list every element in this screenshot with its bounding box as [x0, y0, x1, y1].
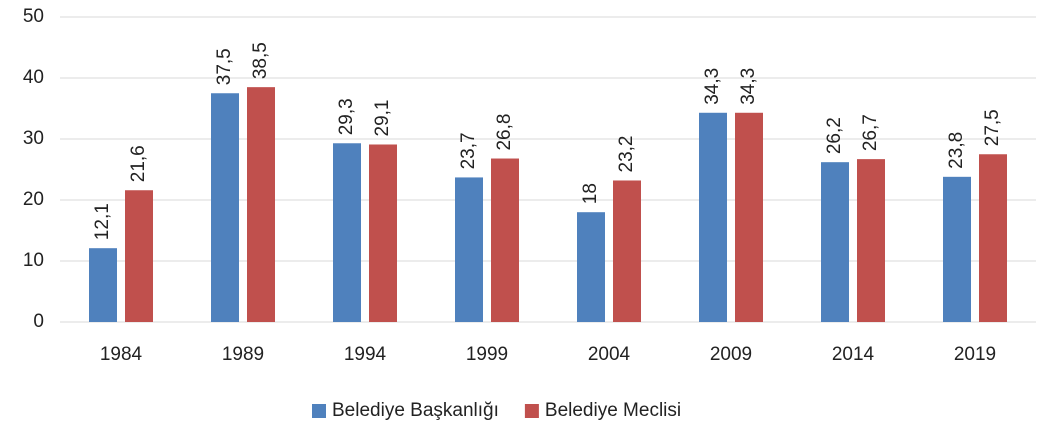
data-label: 21,6	[128, 145, 149, 182]
data-label: 23,7	[458, 132, 479, 169]
data-label: 34,3	[738, 68, 759, 105]
y-tick-label: 40	[23, 67, 44, 88]
bar	[943, 176, 971, 322]
bar	[613, 180, 641, 322]
bar	[247, 87, 275, 323]
bar	[89, 248, 117, 322]
data-label: 23,8	[946, 132, 967, 169]
x-tick-label: 2014	[832, 344, 875, 365]
data-label: 23,2	[616, 135, 637, 172]
data-label: 29,3	[336, 98, 357, 135]
x-tick-label: 2009	[710, 344, 752, 365]
bar	[369, 144, 397, 322]
bar	[455, 177, 483, 322]
x-tick-label: 1994	[344, 344, 387, 365]
bar	[857, 159, 885, 322]
bar	[979, 154, 1007, 322]
x-tick-label: 1999	[466, 344, 508, 365]
bar	[699, 112, 727, 323]
data-label: 26,8	[494, 114, 515, 151]
data-label: 38,5	[250, 42, 271, 79]
x-tick-label: 2019	[954, 344, 996, 365]
bar	[211, 93, 239, 322]
x-tick-label: 1984	[100, 344, 143, 365]
data-label: 37,5	[214, 48, 235, 85]
y-tick-label: 10	[23, 250, 44, 271]
y-tick-label: 30	[23, 128, 44, 149]
data-label: 26,7	[860, 114, 881, 151]
y-tick-label: 20	[23, 189, 44, 210]
legend-label: Belediye Başkanlığı	[332, 400, 499, 421]
x-tick-label: 1989	[222, 344, 264, 365]
data-label: 12,1	[92, 203, 113, 240]
data-label: 18	[580, 183, 601, 204]
bar	[125, 190, 153, 322]
legend-label: Belediye Meclisi	[545, 400, 681, 421]
bar	[577, 212, 605, 322]
bar	[821, 162, 849, 322]
data-label: 29,1	[372, 100, 393, 137]
bar	[735, 112, 763, 323]
x-tick-label: 2004	[588, 344, 631, 365]
data-label: 27,5	[982, 109, 1003, 146]
legend-swatch	[524, 404, 539, 418]
legend-swatch	[312, 404, 326, 418]
y-tick-label: 50	[23, 6, 44, 27]
bar	[333, 143, 361, 322]
bar	[491, 158, 519, 322]
data-label: 26,2	[824, 117, 845, 154]
data-label: 34,3	[702, 68, 723, 105]
y-tick-label: 0	[33, 311, 44, 332]
